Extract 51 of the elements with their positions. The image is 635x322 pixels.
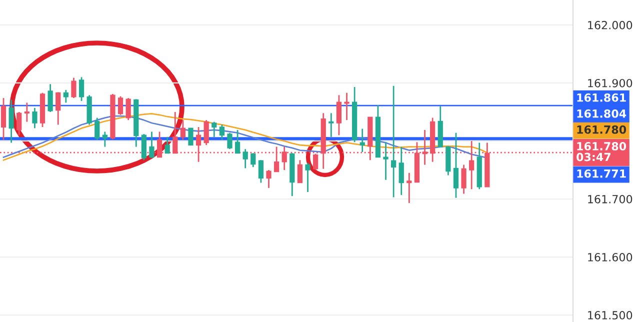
candlestick: [469, 140, 474, 190]
y-tick-label: 162.000: [588, 20, 632, 30]
candlestick: [71, 77, 76, 99]
candlestick: [398, 146, 404, 196]
candlestick: [188, 128, 194, 146]
candlestick: [164, 136, 170, 154]
candlestick: [234, 129, 240, 154]
candlestick: [32, 107, 38, 129]
y-tick-label: 161.500: [588, 311, 632, 320]
candlestick: [204, 119, 209, 146]
candlestick: [0, 97, 6, 141]
candlestick: [212, 121, 217, 138]
candlestick: [141, 133, 146, 161]
candlestick: [328, 112, 334, 138]
candlestick: [406, 172, 412, 204]
ref-line-label: 161.804: [577, 109, 626, 118]
candlestick: [8, 99, 14, 144]
candlestick: [149, 131, 154, 159]
candlestick: [242, 148, 248, 169]
candlestick: [453, 132, 459, 199]
candlestick: [24, 102, 30, 123]
candlestick: [461, 164, 466, 194]
candlestick: [16, 111, 22, 136]
candlestick: [258, 159, 264, 184]
text: 161.771: [577, 169, 626, 178]
candlestick: [227, 132, 232, 150]
y-tick-label: 161.700: [588, 194, 632, 204]
candlestick: [48, 83, 53, 113]
candlestick: [383, 141, 388, 181]
candlestick: [266, 169, 272, 189]
candlestick: [250, 152, 256, 168]
candlestick: [360, 128, 365, 153]
candlestick: [391, 85, 396, 198]
candlestick: [305, 162, 310, 193]
y-tick-label: 161.600: [588, 252, 632, 262]
candlestick: [102, 131, 108, 148]
candlestick: [56, 92, 61, 126]
text: 161.780: [577, 125, 626, 134]
candlestick: [118, 96, 124, 116]
candlestick: [63, 89, 68, 104]
candlestick: [78, 76, 84, 102]
candlestick: [180, 119, 186, 141]
candlestick: [297, 159, 303, 184]
candlestick: [344, 92, 350, 121]
candlestick: [336, 94, 342, 136]
y-tick-label: 161.900: [588, 78, 632, 88]
candlestick: [94, 117, 100, 141]
candlestick: [219, 124, 225, 141]
ref-line-label: 161.780 03:47: [576, 142, 626, 162]
candlestick: [126, 97, 131, 121]
ref-line-label: 161.861: [577, 93, 626, 102]
